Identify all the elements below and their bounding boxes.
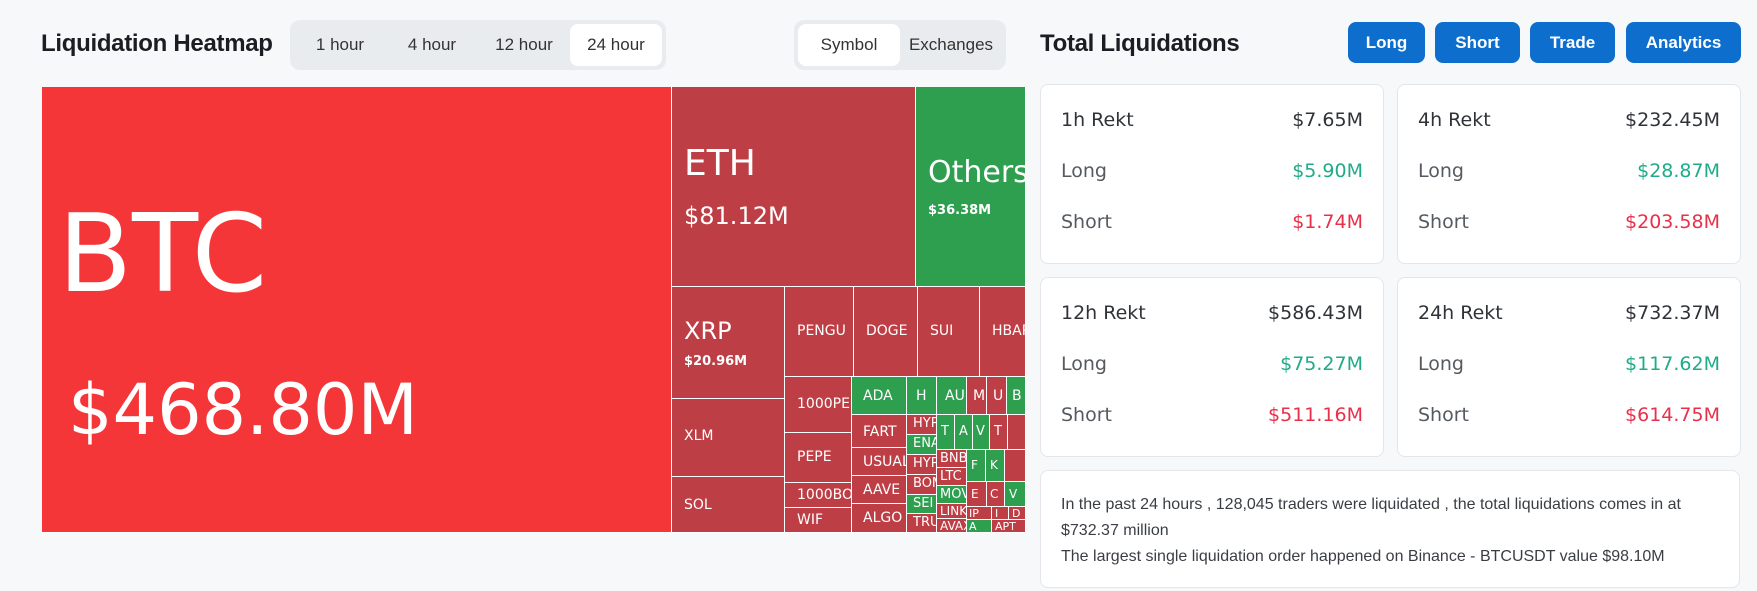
treemap-cell-xlm[interactable]: XLM <box>672 399 785 477</box>
treemap-cell-sui[interactable]: SUI <box>918 287 980 377</box>
treemap-cell-m[interactable]: M <box>967 377 987 415</box>
rekt-card-12h: 12h Rekt $586.43M Long $75.27M Short $511.1… <box>1040 277 1384 457</box>
long-label: Long <box>1418 160 1464 182</box>
treemap-cell-r[interactable] <box>1008 415 1026 450</box>
treemap-cell-t[interactable]: T <box>937 415 955 450</box>
rekt-card-total: $732.37M <box>1625 302 1720 324</box>
treemap-cell-hyper[interactable]: HYPER <box>907 455 937 475</box>
treemap-cell-xrp[interactable]: XRP $20.96M <box>672 287 785 399</box>
time-option-1h[interactable]: 1 hour <box>315 35 365 54</box>
short-label: Short <box>1061 211 1112 233</box>
long-value: $117.62M <box>1625 353 1720 375</box>
treemap-cell-avax[interactable]: AVAX <box>937 519 967 533</box>
short-value: $203.58M <box>1625 211 1720 233</box>
treemap-cell-v-2[interactable]: V <box>1005 482 1026 507</box>
rekt-card-total: $7.65M <box>1292 109 1363 131</box>
rekt-card-total: $232.45M <box>1625 109 1720 131</box>
rekt-card-label: 1h Rekt <box>1061 109 1134 131</box>
short-button[interactable]: Short <box>1435 22 1520 63</box>
treemap-cell-link[interactable]: LINK <box>937 504 967 519</box>
treemap-cell-ena[interactable]: ENA <box>907 435 937 455</box>
time-option-4h[interactable]: 4 hour <box>407 35 457 54</box>
long-button[interactable]: Long <box>1348 22 1425 63</box>
rekt-card-total: $586.43M <box>1268 302 1363 324</box>
liquidation-treemap: BTC $468.80M ETH $81.12M Others $36.38M … <box>42 87 1026 533</box>
heatmap-title: Liquidation Heatmap <box>41 30 273 57</box>
treemap-cell-pepe[interactable]: PEPE <box>785 433 852 483</box>
short-label: Short <box>1418 211 1469 233</box>
treemap-cell-algo[interactable]: ALGO <box>852 504 907 533</box>
treemap-cell-doge[interactable]: DOGE <box>854 287 918 377</box>
treemap-cell-move[interactable]: MOVE <box>937 486 967 504</box>
treemap-cell-sol[interactable]: SOL <box>672 477 785 533</box>
treemap-cell-bnb[interactable]: BNB <box>937 450 967 468</box>
treemap-cell-ltc[interactable]: LTC <box>937 468 967 486</box>
treemap-cell-f[interactable]: F <box>967 450 986 482</box>
treemap-cell-ip[interactable]: IP <box>967 507 992 520</box>
long-value: $5.90M <box>1292 160 1363 182</box>
treemap-cell-a-2[interactable]: A <box>967 520 992 533</box>
treemap-cell-k[interactable]: K <box>986 450 1005 482</box>
treemap-cell-others[interactable]: Others $36.38M <box>916 87 1026 287</box>
time-option-12h[interactable]: 12 hour <box>495 35 553 54</box>
rekt-card-24h: 24h Rekt $732.37M Long $117.62M Short $614.… <box>1397 277 1741 457</box>
time-range-selector: 1 hour 4 hour 12 hour 24 hour <box>290 20 666 70</box>
treemap-cell-eth[interactable]: ETH $81.12M <box>672 87 916 287</box>
rekt-card-label: 4h Rekt <box>1418 109 1491 131</box>
treemap-cell-v[interactable]: V <box>973 415 990 450</box>
trade-button[interactable]: Trade <box>1530 22 1615 63</box>
treemap-cell-i[interactable]: I <box>992 507 1009 520</box>
short-label: Short <box>1061 404 1112 426</box>
long-value: $28.87M <box>1637 160 1720 182</box>
long-label: Long <box>1061 160 1107 182</box>
rekt-card-4h: 4h Rekt $232.45M Long $28.87M Short $203.58… <box>1397 84 1741 264</box>
rekt-card-label: 12h Rekt <box>1061 302 1146 324</box>
view-option-exchanges[interactable]: Exchanges <box>908 35 994 54</box>
long-value: $75.27M <box>1280 353 1363 375</box>
treemap-cell-wif[interactable]: WIF <box>785 508 852 533</box>
summary-line-2: The largest single liquidation order hap… <box>1061 548 1665 565</box>
treemap-cell-r-2[interactable] <box>1005 450 1026 482</box>
treemap-cell-u[interactable]: U <box>987 377 1007 415</box>
treemap-cell-usual[interactable]: USUAL <box>852 448 907 476</box>
liquidation-summary: In the past 24 hours , 128,045 traders w… <box>1040 470 1740 588</box>
treemap-cell-a[interactable]: A <box>955 415 973 450</box>
total-liquidations-title: Total Liquidations <box>1040 30 1240 57</box>
short-value: $614.75M <box>1625 404 1720 426</box>
time-option-24h[interactable]: 24 hour <box>570 24 662 66</box>
treemap-cell-c[interactable]: C <box>987 482 1005 507</box>
treemap-cell-trump[interactable]: TRUMP <box>907 514 937 533</box>
treemap-cell-bome[interactable]: BOME <box>907 475 937 495</box>
treemap-cell-hbar[interactable]: HBAR <box>980 287 1026 377</box>
rekt-card-1h: 1h Rekt $7.65M Long $5.90M Short $1.74M <box>1040 84 1384 264</box>
treemap-cell-h[interactable]: H <box>907 377 937 415</box>
treemap-cell-e[interactable]: E <box>967 482 987 507</box>
treemap-cell-btc[interactable]: BTC $468.80M <box>42 87 672 533</box>
view-mode-selector: Symbol Exchanges <box>794 20 1006 70</box>
treemap-cell-aave[interactable]: AAVE <box>852 476 907 504</box>
analytics-button[interactable]: Analytics <box>1626 22 1741 63</box>
short-value: $511.16M <box>1268 404 1363 426</box>
treemap-cell-1000bonk[interactable]: 1000BONK <box>785 483 852 508</box>
summary-line-1: In the past 24 hours , 128,045 traders w… <box>1061 496 1681 539</box>
long-label: Long <box>1418 353 1464 375</box>
treemap-cell-b[interactable]: B <box>1007 377 1026 415</box>
treemap-cell-t-2[interactable]: T <box>990 415 1008 450</box>
treemap-cell-pengu[interactable]: PENGU <box>785 287 854 377</box>
treemap-cell-d[interactable]: D <box>1009 507 1026 520</box>
long-label: Long <box>1061 353 1107 375</box>
short-label: Short <box>1418 404 1469 426</box>
short-value: $1.74M <box>1292 211 1363 233</box>
treemap-cell-apt[interactable]: APT <box>992 520 1026 533</box>
treemap-cell-fart[interactable]: FART <box>852 415 907 448</box>
treemap-cell-au[interactable]: AU <box>937 377 967 415</box>
rekt-card-label: 24h Rekt <box>1418 302 1503 324</box>
treemap-cell-sei[interactable]: SEI <box>907 495 937 514</box>
view-option-symbol[interactable]: Symbol <box>798 24 900 66</box>
treemap-cell-ada[interactable]: ADA <box>852 377 907 415</box>
treemap-cell-hype[interactable]: HYPE <box>907 415 937 435</box>
